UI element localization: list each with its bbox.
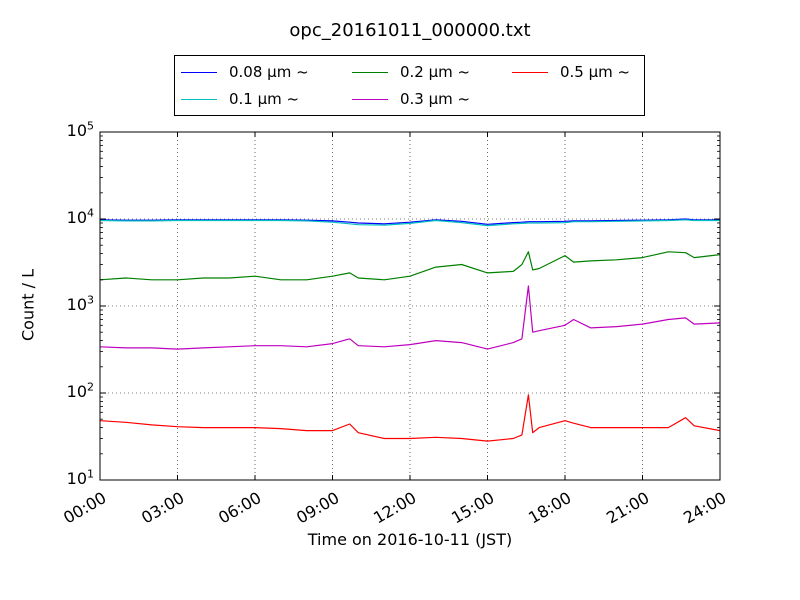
series-line-4 — [99, 394, 721, 442]
legend-label: 0.08 μm ~ — [229, 63, 309, 81]
series-lines — [99, 218, 721, 442]
y-tick-label: 104 — [66, 206, 94, 227]
legend-swatch — [512, 71, 548, 73]
legend-entry: 0.1 μm ~ — [181, 89, 299, 109]
y-tick-label: 102 — [66, 380, 94, 401]
y-tick-label: 101 — [66, 467, 94, 488]
legend-swatch — [181, 71, 217, 73]
series-line-0 — [99, 218, 720, 225]
legend: 0.08 μm ~ 0.1 μm ~ 0.2 μm ~ 0.3 μm ~ 0.5 μm … — [174, 55, 645, 116]
legend-swatch — [181, 98, 217, 100]
legend-label: 0.2 μm ~ — [400, 63, 471, 81]
legend-swatch — [352, 98, 388, 100]
y-tick-label: 103 — [66, 293, 94, 314]
series-line-2 — [99, 251, 721, 281]
grid — [100, 132, 720, 480]
legend-label: 0.1 μm ~ — [229, 90, 300, 108]
y-tick-label: 105 — [66, 119, 94, 140]
legend-entry: 0.08 μm ~ — [181, 62, 309, 82]
axis-ticks — [99, 131, 721, 481]
series-line-3 — [99, 285, 721, 350]
legend-entry: 0.3 μm ~ — [352, 89, 470, 109]
legend-entry: 0.5 μm ~ — [512, 62, 630, 82]
legend-label: 0.3 μm ~ — [400, 90, 471, 108]
legend-swatch — [352, 71, 388, 73]
x-axis-label: Time on 2016-10-11 (JST) — [307, 530, 513, 549]
legend-entry: 0.2 μm ~ — [352, 62, 470, 82]
series-line-1 — [99, 219, 720, 227]
legend-label: 0.5 μm ~ — [560, 63, 631, 81]
chart-title: opc_20161011_000000.txt — [289, 20, 531, 41]
